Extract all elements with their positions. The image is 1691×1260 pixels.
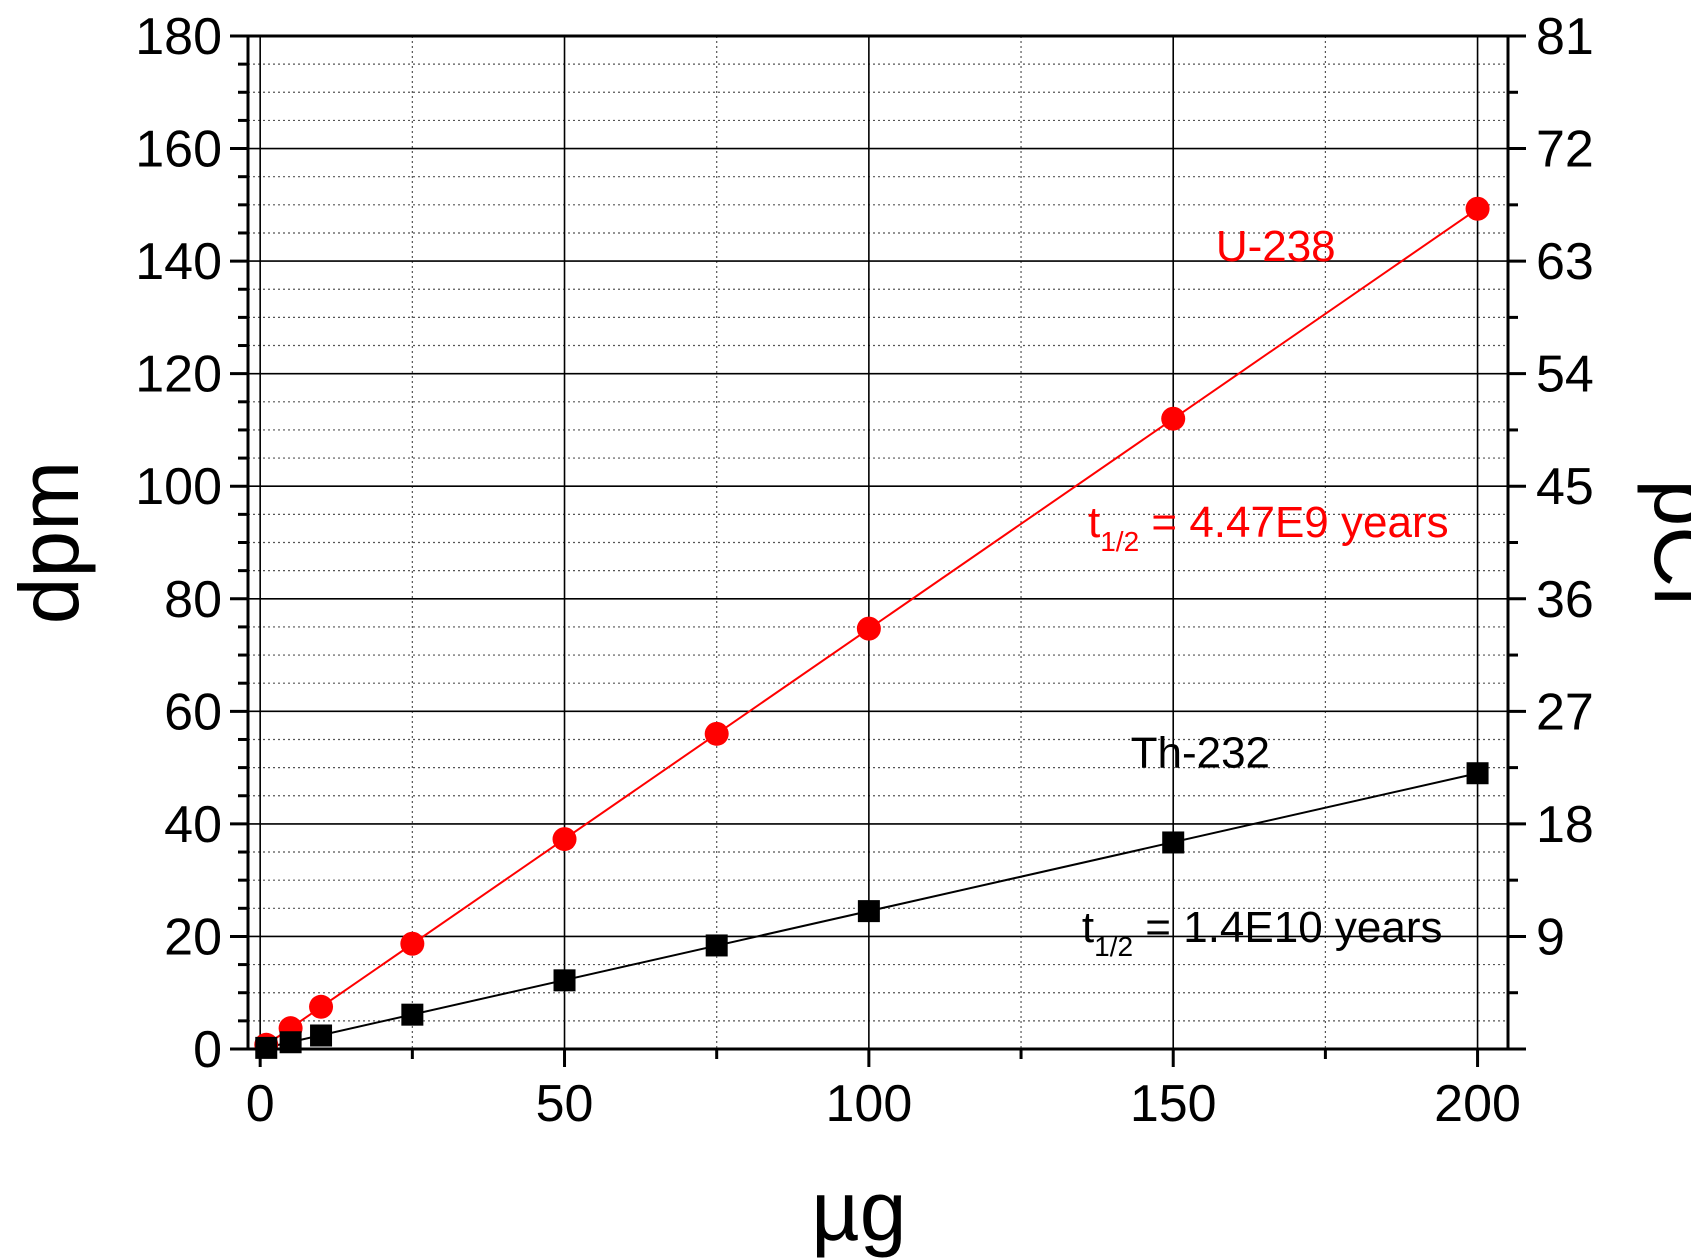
y2-tick-label: 63 (1536, 233, 1594, 291)
th232-halflife: t1/2 = 1.4E10 years (1082, 903, 1443, 962)
tick-labels: 0 20 40 60 80 100 120 140 160 180 0 50 100 150 200 9 18 2… (135, 8, 1594, 1133)
axis-ticks (230, 34, 1526, 1067)
x-tick-label: 50 (536, 1075, 594, 1133)
data-point-u-238 (309, 994, 334, 1019)
y2-tick-label: 27 (1536, 683, 1594, 741)
data-point-th-232 (705, 934, 728, 957)
data-point-th-232 (401, 1003, 424, 1026)
data-point-u-238 (1161, 406, 1186, 431)
y2-tick-label: 81 (1536, 8, 1594, 66)
y2-tick-label: 36 (1536, 571, 1594, 629)
y-tick-label: 180 (135, 8, 222, 66)
y-tick-label: 80 (164, 571, 222, 629)
y2-tick-label: 72 (1536, 121, 1594, 179)
data-point-th-232 (1466, 762, 1489, 785)
grid (248, 36, 1508, 1049)
data-point-th-232 (857, 900, 880, 923)
data-point-u-238 (1465, 196, 1490, 221)
y-tick-label: 120 (135, 346, 222, 404)
y2-axis-title: pCi (1637, 479, 1691, 605)
x-axis-title: µg (811, 1164, 906, 1258)
x-tick-label: 150 (1130, 1075, 1217, 1133)
y2-tick-label: 54 (1536, 346, 1594, 404)
y-tick-label: 0 (193, 1021, 222, 1079)
data-point-th-232 (1162, 831, 1185, 854)
y-axis-title: dpm (2, 461, 96, 624)
y-tick-label: 140 (135, 233, 222, 291)
data-point-u-238 (856, 616, 881, 641)
y-tick-label: 160 (135, 121, 222, 179)
annotations: U-238 t1/2 = 4.47E9 years Th-232 t1/2 = 1.4… (1082, 222, 1449, 962)
y2-tick-label: 9 (1536, 908, 1565, 966)
data-point-u-238 (704, 721, 729, 746)
plot-area (230, 34, 1526, 1067)
y-tick-label: 40 (164, 796, 222, 854)
x-tick-label: 0 (246, 1075, 275, 1133)
x-tick-label: 200 (1434, 1075, 1521, 1133)
data-point-th-232 (553, 969, 576, 992)
markers (254, 196, 1490, 1059)
u238-label: U-238 (1216, 222, 1336, 271)
u238-halflife: t1/2 = 4.47E9 years (1088, 498, 1449, 557)
y-tick-label: 20 (164, 908, 222, 966)
y2-tick-label: 45 (1536, 458, 1594, 516)
x-tick-label: 100 (825, 1075, 912, 1133)
y2-tick-label: 18 (1536, 796, 1594, 854)
y-tick-label: 60 (164, 683, 222, 741)
data-point-th-232 (310, 1024, 333, 1047)
th232-label: Th-232 (1131, 729, 1270, 778)
data-point-u-238 (400, 931, 425, 956)
y-tick-label: 100 (135, 458, 222, 516)
data-point-u-238 (552, 827, 577, 852)
